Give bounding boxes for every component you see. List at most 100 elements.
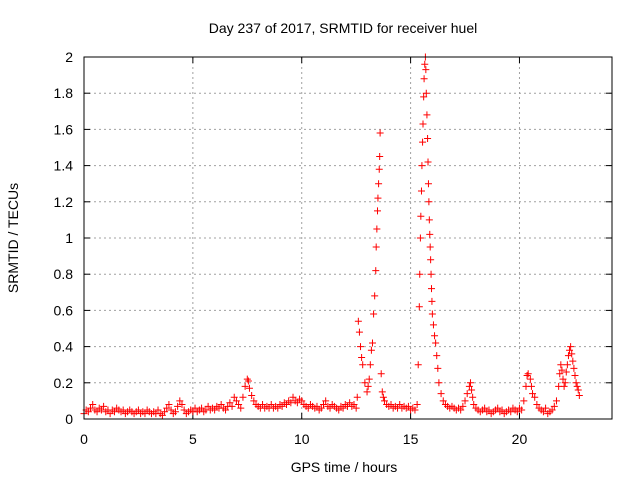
data-point: [158, 411, 166, 419]
data-point: [373, 225, 381, 233]
data-point: [418, 162, 426, 170]
data-point: [161, 408, 169, 416]
data-point: [374, 194, 382, 202]
data-point: [211, 406, 219, 414]
data-point: [366, 361, 374, 369]
data-point: [432, 339, 440, 347]
data-point: [422, 89, 430, 97]
data-point: [485, 406, 493, 414]
data-point: [380, 397, 388, 405]
y-tick-label: 2: [65, 49, 73, 65]
data-point: [417, 187, 425, 195]
data-point: [526, 375, 534, 383]
data-point: [468, 386, 476, 394]
data-point: [424, 180, 432, 188]
x-tick-label: 5: [189, 431, 197, 447]
data-point: [87, 404, 95, 412]
data-point: [230, 393, 238, 401]
data-point: [222, 406, 230, 414]
y-tick-label: 0: [65, 411, 73, 427]
data-point: [563, 361, 571, 369]
data-point: [427, 270, 435, 278]
data-point: [293, 399, 301, 407]
data-point: [176, 397, 184, 405]
y-axis-label: SRMTID / TECUs: [5, 183, 21, 293]
data-point: [562, 368, 570, 376]
data-point: [355, 328, 363, 336]
data-point: [529, 390, 537, 398]
data-point: [372, 267, 380, 275]
data-point: [569, 357, 577, 365]
data-point: [513, 408, 521, 416]
data-point: [232, 397, 240, 405]
data-point: [404, 402, 412, 410]
data-point: [568, 350, 576, 358]
data-point: [559, 375, 567, 383]
data-point: [354, 317, 362, 325]
data-point: [346, 399, 354, 407]
data-point: [228, 402, 236, 410]
data-point: [507, 408, 515, 416]
data-point: [533, 401, 541, 409]
data-point: [289, 393, 297, 401]
data-point: [165, 401, 173, 409]
data-point: [420, 93, 428, 101]
data-point: [250, 397, 258, 405]
data-point: [567, 343, 575, 351]
data-point: [470, 401, 478, 409]
data-point: [84, 408, 92, 416]
data-point: [365, 375, 373, 383]
data-point: [317, 404, 325, 412]
data-point: [357, 343, 365, 351]
y-tick-label: 1.4: [54, 158, 74, 174]
data-point: [93, 408, 101, 416]
data-point: [368, 339, 376, 347]
y-tick-label: 1.6: [54, 121, 74, 137]
data-point: [353, 393, 361, 401]
data-point: [421, 60, 429, 68]
data-point: [424, 158, 432, 166]
data-point: [350, 401, 358, 409]
data-point: [154, 406, 162, 414]
data-point: [481, 404, 489, 412]
x-tick-labels: 0 5 10 15 20: [80, 431, 527, 447]
x-tick-label: 15: [403, 431, 419, 447]
data-point: [416, 234, 424, 242]
data-point: [363, 388, 371, 396]
data-point: [572, 379, 580, 387]
data-point: [245, 384, 253, 392]
data-point: [426, 243, 434, 251]
data-point: [278, 402, 286, 410]
data-point: [375, 165, 383, 173]
data-point: [375, 180, 383, 188]
data-point: [313, 402, 321, 410]
data-point: [358, 353, 366, 361]
data-point: [461, 397, 469, 405]
data-point: [119, 406, 127, 414]
data-point: [459, 402, 467, 410]
data-point: [550, 402, 558, 410]
data-point: [524, 370, 532, 378]
data-point: [425, 198, 433, 206]
data-point: [498, 406, 506, 414]
data-point: [287, 399, 295, 407]
data-point: [417, 212, 425, 220]
data-point: [427, 256, 435, 264]
data-point: [248, 391, 256, 399]
data-point: [469, 393, 477, 401]
data-point: [239, 393, 247, 401]
y-tick-label: 1: [65, 230, 73, 246]
data-point: [267, 401, 275, 409]
data-point: [339, 404, 347, 412]
data-point: [396, 401, 404, 409]
data-point: [235, 401, 243, 409]
data-point: [326, 404, 334, 412]
data-point: [198, 404, 206, 412]
y-tick-label: 0.8: [54, 266, 74, 282]
data-point: [556, 370, 564, 378]
x-tick-label: 20: [512, 431, 528, 447]
y-tick-label: 1.8: [54, 85, 74, 101]
data-point: [573, 382, 581, 390]
data-point: [429, 321, 437, 329]
